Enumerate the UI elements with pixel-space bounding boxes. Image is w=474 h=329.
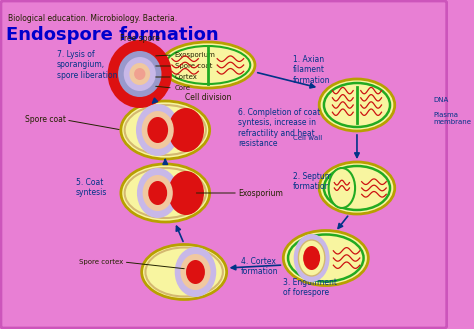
Ellipse shape bbox=[299, 240, 325, 276]
Ellipse shape bbox=[125, 168, 206, 218]
Text: 7. Lysis of
sporangium,
spore liberation: 7. Lysis of sporangium, spore liberation bbox=[57, 50, 117, 80]
Ellipse shape bbox=[328, 168, 355, 208]
Ellipse shape bbox=[121, 164, 210, 222]
Ellipse shape bbox=[142, 111, 174, 149]
Ellipse shape bbox=[137, 168, 179, 218]
Ellipse shape bbox=[319, 162, 395, 214]
Ellipse shape bbox=[143, 175, 173, 211]
Ellipse shape bbox=[147, 117, 168, 143]
Ellipse shape bbox=[148, 181, 167, 205]
Text: Endospore formation: Endospore formation bbox=[6, 26, 219, 44]
Text: Spore coat: Spore coat bbox=[175, 63, 212, 69]
Ellipse shape bbox=[283, 231, 368, 286]
Text: DNA: DNA bbox=[433, 97, 449, 103]
Ellipse shape bbox=[125, 105, 206, 155]
Ellipse shape bbox=[165, 46, 250, 84]
Ellipse shape bbox=[161, 42, 255, 88]
Ellipse shape bbox=[168, 108, 204, 152]
Ellipse shape bbox=[181, 254, 210, 290]
Ellipse shape bbox=[136, 104, 180, 156]
Ellipse shape bbox=[108, 40, 172, 108]
Text: Cortex: Cortex bbox=[175, 74, 198, 80]
Text: Core: Core bbox=[175, 85, 191, 91]
Text: Biological education. Microbiology. Bacteria.: Biological education. Microbiology. Bact… bbox=[8, 14, 177, 23]
Ellipse shape bbox=[186, 260, 205, 284]
Text: Plasma
membrane: Plasma membrane bbox=[433, 112, 472, 125]
Text: 3. Engulfment
of forespore: 3. Engulfment of forespore bbox=[283, 278, 337, 297]
Text: 1. Axian
filament
formation: 1. Axian filament formation bbox=[293, 55, 330, 85]
Ellipse shape bbox=[324, 83, 390, 127]
Text: 4. Cortex
formation: 4. Cortex formation bbox=[241, 257, 278, 276]
Ellipse shape bbox=[142, 244, 227, 299]
Ellipse shape bbox=[168, 171, 204, 215]
Text: Free spore: Free spore bbox=[120, 34, 160, 43]
Ellipse shape bbox=[319, 79, 395, 131]
Text: Cell wall: Cell wall bbox=[293, 135, 322, 141]
Text: 5. Coat
syntesis: 5. Coat syntesis bbox=[75, 178, 107, 197]
Text: 6. Completion of coat
syntesis, increase in
refractility and heat
resistance: 6. Completion of coat syntesis, increase… bbox=[238, 108, 320, 148]
Ellipse shape bbox=[121, 101, 210, 159]
Ellipse shape bbox=[146, 247, 223, 296]
Text: Exosporium: Exosporium bbox=[238, 189, 283, 197]
Text: Cell division: Cell division bbox=[184, 93, 231, 102]
FancyBboxPatch shape bbox=[1, 1, 447, 328]
Text: Exosporium: Exosporium bbox=[175, 52, 216, 58]
Ellipse shape bbox=[324, 166, 390, 210]
Ellipse shape bbox=[124, 57, 156, 91]
Text: 2. Septum
formation: 2. Septum formation bbox=[293, 172, 332, 191]
Ellipse shape bbox=[175, 247, 216, 297]
Ellipse shape bbox=[134, 68, 146, 80]
Text: Spore cortex: Spore cortex bbox=[79, 259, 123, 265]
Text: Spore coat: Spore coat bbox=[25, 115, 66, 124]
Ellipse shape bbox=[288, 235, 364, 282]
Ellipse shape bbox=[294, 234, 329, 282]
Ellipse shape bbox=[129, 63, 150, 85]
Ellipse shape bbox=[303, 246, 320, 270]
Ellipse shape bbox=[118, 51, 162, 97]
